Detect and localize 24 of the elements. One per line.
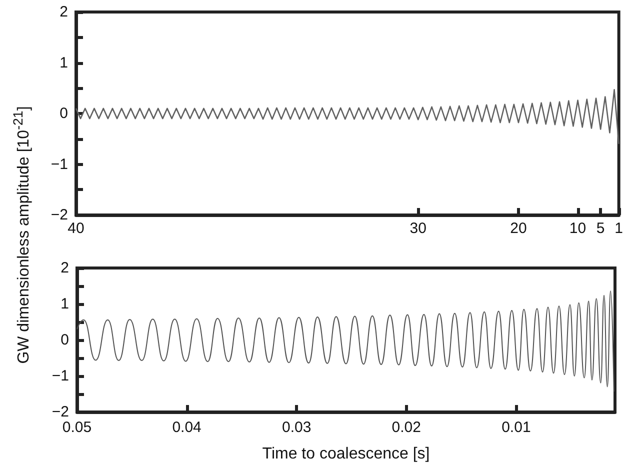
y-tick-label: 1: [60, 296, 69, 312]
x-tick-label: 0.01: [502, 419, 531, 436]
y-tick-label: 2: [60, 260, 69, 276]
x-tick-label: 20: [510, 220, 527, 237]
y-tick-label: −1: [52, 368, 69, 384]
y-tick-label: 1: [60, 54, 68, 72]
x-axis-title: Time to coalescence [s]: [262, 446, 430, 462]
y-tick-label: −1: [50, 156, 68, 173]
x-tick-label: 1: [614, 220, 623, 237]
y-tick-label: 0: [60, 105, 68, 122]
x-tick-label: 40: [68, 220, 84, 237]
y-tick-label: 2: [60, 4, 68, 20]
x-tick-label: 30: [410, 220, 426, 237]
x-tick-label: 5: [596, 220, 605, 237]
x-tick-label: 0.04: [172, 419, 202, 436]
x-tick-label: 0.05: [62, 419, 92, 436]
y-tick-label: −2: [52, 404, 69, 420]
y-tick-label: 0: [60, 332, 69, 348]
line-series: [75, 89, 620, 145]
x-tick-label: 0.02: [392, 419, 421, 436]
y-tick-label: −2: [50, 206, 68, 224]
line-series: [76, 290, 614, 392]
x-tick-label: 10: [569, 220, 586, 237]
x-tick-label: 0.03: [282, 419, 312, 436]
